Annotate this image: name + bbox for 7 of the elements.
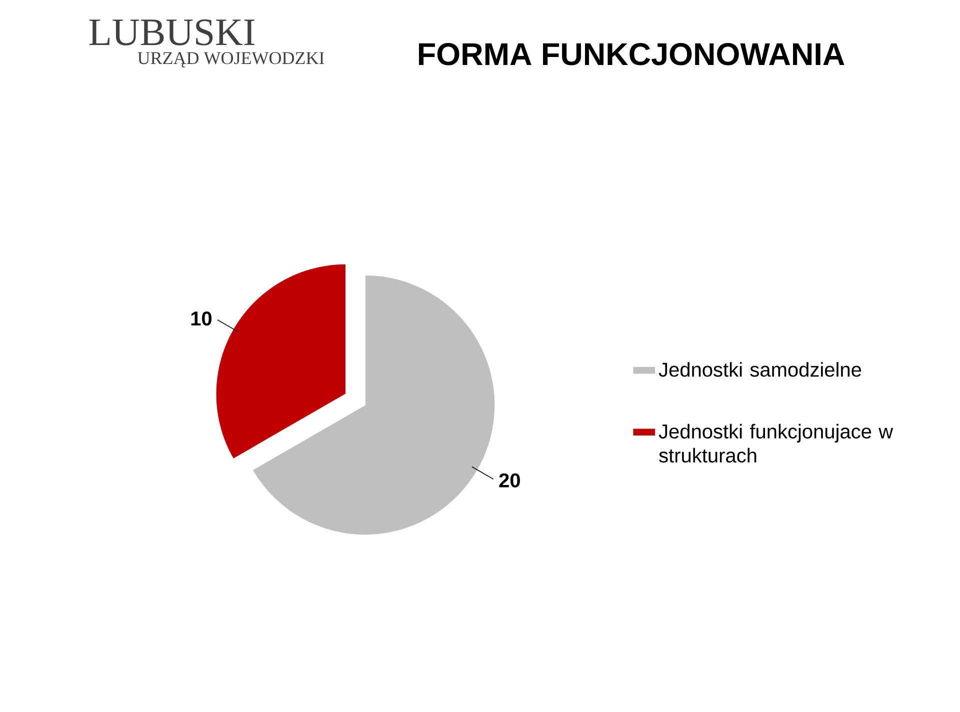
legend-label: Jednostki samodzielne [658, 362, 862, 377]
data-label: 10 [191, 311, 212, 326]
legend-label: Jednostki funkcjonujace w strukturach [658, 424, 894, 463]
chart-title: FORMA FUNKCJONOWANIA [418, 43, 844, 66]
text: LUBUSKI [89, 19, 254, 46]
data-label: 20 [499, 473, 520, 488]
text: URZĄD WOJEWODZKI [138, 52, 324, 68]
